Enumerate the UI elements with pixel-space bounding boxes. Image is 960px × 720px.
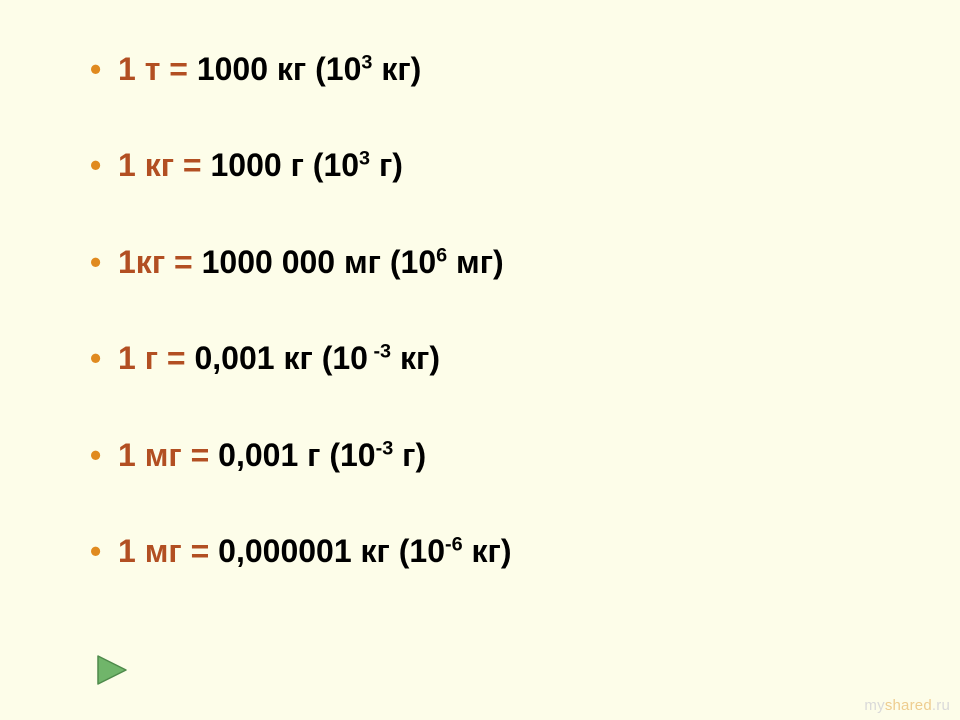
list-item-text: 1кг = 1000 000 мг (106 мг)	[118, 243, 504, 281]
conversion-lhs: 1 кг =	[118, 147, 211, 183]
list-item-text: 1 мг = 0,001 г (10-3 г)	[118, 436, 426, 474]
watermark: myshared.ru	[864, 697, 950, 714]
bullet-icon: •	[90, 436, 118, 474]
bullet-icon: •	[90, 243, 118, 281]
bullet-icon: •	[90, 532, 118, 570]
conversion-lhs: 1 г =	[118, 340, 194, 376]
list-item: •1 г = 0,001 кг (10 -3 кг)	[90, 339, 930, 377]
list-item: •1 т = 1000 кг (103 кг)	[90, 50, 930, 88]
conversion-lhs: 1 мг =	[118, 437, 218, 473]
conversion-lhs: 1 мг =	[118, 533, 218, 569]
watermark-prefix: my	[864, 697, 884, 714]
list-item: •1 кг = 1000 г (103 г)	[90, 146, 930, 184]
list-item: •1 мг = 0,001 г (10-3 г)	[90, 436, 930, 474]
slide: •1 т = 1000 кг (103 кг)•1 кг = 1000 г (1…	[0, 0, 960, 720]
conversion-rhs: 1000 г (103 г)	[211, 147, 403, 183]
conversion-rhs: 1000 000 мг (106 мг)	[202, 244, 504, 280]
list-item-text: 1 кг = 1000 г (103 г)	[118, 146, 403, 184]
conversion-rhs: 1000 кг (103 кг)	[197, 51, 421, 87]
list-item: •1 мг = 0,000001 кг (10-6 кг)	[90, 532, 930, 570]
conversion-rhs: 0,001 кг (10 -3 кг)	[194, 340, 439, 376]
watermark-suffix: shared	[885, 697, 932, 714]
list-item-text: 1 мг = 0,000001 кг (10-6 кг)	[118, 532, 512, 570]
list-item: •1кг = 1000 000 мг (106 мг)	[90, 243, 930, 281]
conversion-rhs: 0,001 г (10-3 г)	[218, 437, 426, 473]
bullet-icon: •	[90, 146, 118, 184]
list-item-text: 1 г = 0,001 кг (10 -3 кг)	[118, 339, 440, 377]
conversion-lhs: 1кг =	[118, 244, 202, 280]
list-item-text: 1 т = 1000 кг (103 кг)	[118, 50, 421, 88]
conversion-lhs: 1 т =	[118, 51, 197, 87]
next-slide-icon[interactable]	[92, 650, 132, 690]
conversion-rhs: 0,000001 кг (10-6 кг)	[218, 533, 511, 569]
bullet-icon: •	[90, 339, 118, 377]
bullet-icon: •	[90, 50, 118, 88]
